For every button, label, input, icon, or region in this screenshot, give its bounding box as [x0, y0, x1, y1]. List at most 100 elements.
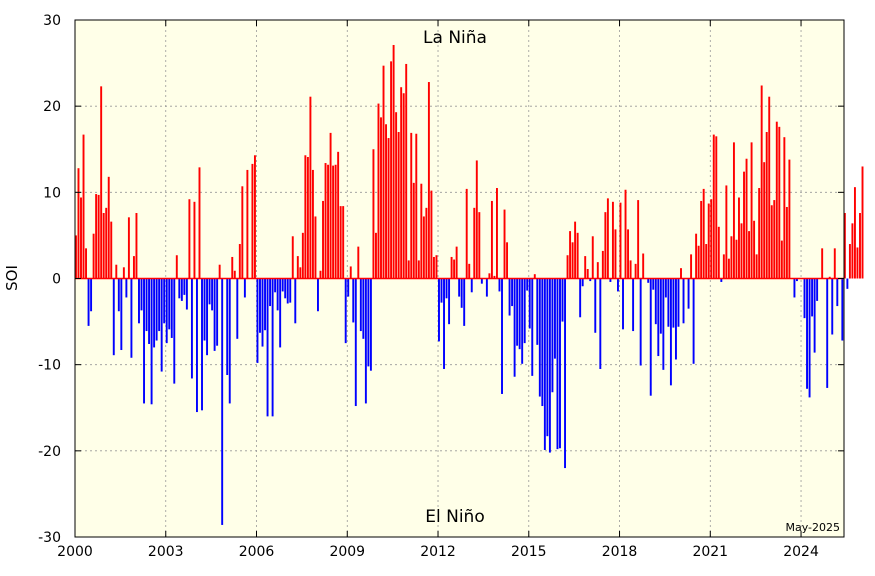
soi-bar-positive	[432, 256, 435, 279]
soi-bar-positive	[533, 274, 536, 279]
soi-bar-negative	[138, 278, 140, 324]
soi-bar-positive	[702, 188, 705, 279]
soi-bar-positive	[760, 85, 763, 279]
soi-bar-negative	[289, 278, 292, 303]
soi-bar-positive	[717, 226, 720, 279]
soi-bar-negative	[511, 278, 514, 307]
soi-bar-positive	[730, 236, 733, 279]
soi-bar-negative	[617, 278, 619, 292]
soi-bar-positive	[122, 267, 125, 279]
soi-bar-positive	[299, 267, 302, 279]
x-tick-label: 2009	[329, 544, 365, 560]
soi-bar-negative	[203, 278, 206, 341]
soi-bar-negative	[190, 278, 193, 379]
soi-bar-negative	[148, 278, 151, 344]
soi-bar-positive	[291, 236, 294, 279]
soi-bar-negative	[445, 278, 448, 299]
soi-bar-negative	[564, 278, 566, 469]
soi-bar-negative	[120, 278, 123, 351]
soi-bar-positive	[629, 260, 632, 279]
soi-bar-positive	[856, 247, 859, 279]
soi-bar-positive	[175, 255, 178, 279]
soi-bar-positive	[861, 166, 864, 279]
soi-bar-positive	[566, 255, 569, 279]
soi-bar-positive	[319, 270, 322, 279]
soi-bar-negative	[692, 278, 695, 364]
soi-bar-negative	[796, 278, 798, 282]
soi-bar-positive	[743, 171, 745, 279]
soi-bar-positive	[627, 229, 630, 279]
soi-bar-positive	[707, 203, 710, 279]
soi-bar-negative	[369, 278, 372, 371]
la-nina-annotation: La Niña	[423, 28, 487, 48]
y-tick-label: -10	[38, 358, 61, 374]
soi-bar-positive	[614, 229, 617, 279]
soi-bar-negative	[367, 278, 370, 367]
soi-bar-positive	[763, 162, 766, 279]
x-tick-label: 2006	[239, 544, 275, 560]
soi-bar-negative	[654, 278, 657, 325]
soi-bar-negative	[528, 278, 531, 329]
soi-bar-positive	[188, 199, 191, 279]
soi-bar-negative	[687, 278, 690, 309]
soi-bar-positive	[342, 206, 345, 279]
soi-bar-positive	[478, 212, 481, 279]
soi-bar-negative	[294, 278, 297, 324]
soi-bar-negative	[463, 278, 466, 326]
soi-bar-positive	[722, 254, 725, 279]
soi-bar-positive	[833, 248, 836, 279]
soi-bar-positive	[372, 149, 375, 279]
soi-bar-negative	[243, 278, 246, 298]
soi-bar-negative	[556, 278, 559, 450]
soi-bar-positive	[314, 216, 317, 279]
soi-bar-positive	[339, 206, 342, 279]
soi-bar-negative	[516, 278, 519, 346]
soi-bar-negative	[178, 278, 181, 299]
soi-bar-positive	[417, 260, 420, 279]
soi-bar-negative	[145, 278, 148, 332]
soi-bar-positive	[453, 259, 456, 279]
soi-bar-positive	[311, 169, 314, 279]
soi-bar-negative	[165, 278, 168, 344]
soi-bar-negative	[201, 278, 203, 411]
soi-bar-negative	[836, 278, 839, 307]
soi-bar-positive	[571, 242, 574, 279]
soi-bar-positive	[642, 253, 645, 279]
soi-bar-positive	[435, 255, 438, 279]
soi-bar-negative	[826, 278, 829, 388]
soi-bar-negative	[213, 278, 216, 351]
soi-bar-positive	[859, 213, 861, 279]
soi-bar-negative	[470, 278, 473, 293]
soi-bar-positive	[337, 151, 340, 279]
soi-bar-negative	[206, 278, 209, 356]
soi-bar-positive	[768, 96, 771, 279]
soi-bar-positive	[349, 266, 352, 279]
soi-bar-positive	[375, 232, 377, 279]
soi-bar-negative	[264, 278, 266, 331]
soi-bar-negative	[543, 278, 546, 450]
soi-bar-negative	[622, 278, 624, 330]
soi-bar-negative	[344, 278, 347, 344]
soi-bar-negative	[667, 278, 670, 327]
soi-bar-positive	[506, 242, 509, 279]
soi-bar-positive	[115, 264, 118, 279]
soi-bar-negative	[173, 278, 176, 384]
soi-bar-negative	[143, 278, 145, 404]
soi-bar-positive	[503, 209, 506, 279]
soi-bar-negative	[130, 278, 133, 358]
soi-bar-negative	[160, 278, 163, 372]
soi-bar-negative	[806, 278, 808, 389]
soi-bar-positive	[455, 246, 458, 279]
soi-bar-negative	[553, 278, 556, 359]
soi-bar-positive	[127, 217, 130, 279]
soi-bar-positive	[231, 256, 234, 279]
soi-bar-negative	[551, 278, 554, 393]
soi-bar-positive	[400, 87, 403, 279]
soi-bar-positive	[715, 136, 718, 279]
soi-bar-positive	[493, 275, 496, 279]
soi-bar-negative	[458, 278, 461, 297]
soi-bar-negative	[546, 278, 549, 437]
soi-bar-negative	[652, 278, 655, 290]
soi-bar-negative	[150, 278, 153, 405]
